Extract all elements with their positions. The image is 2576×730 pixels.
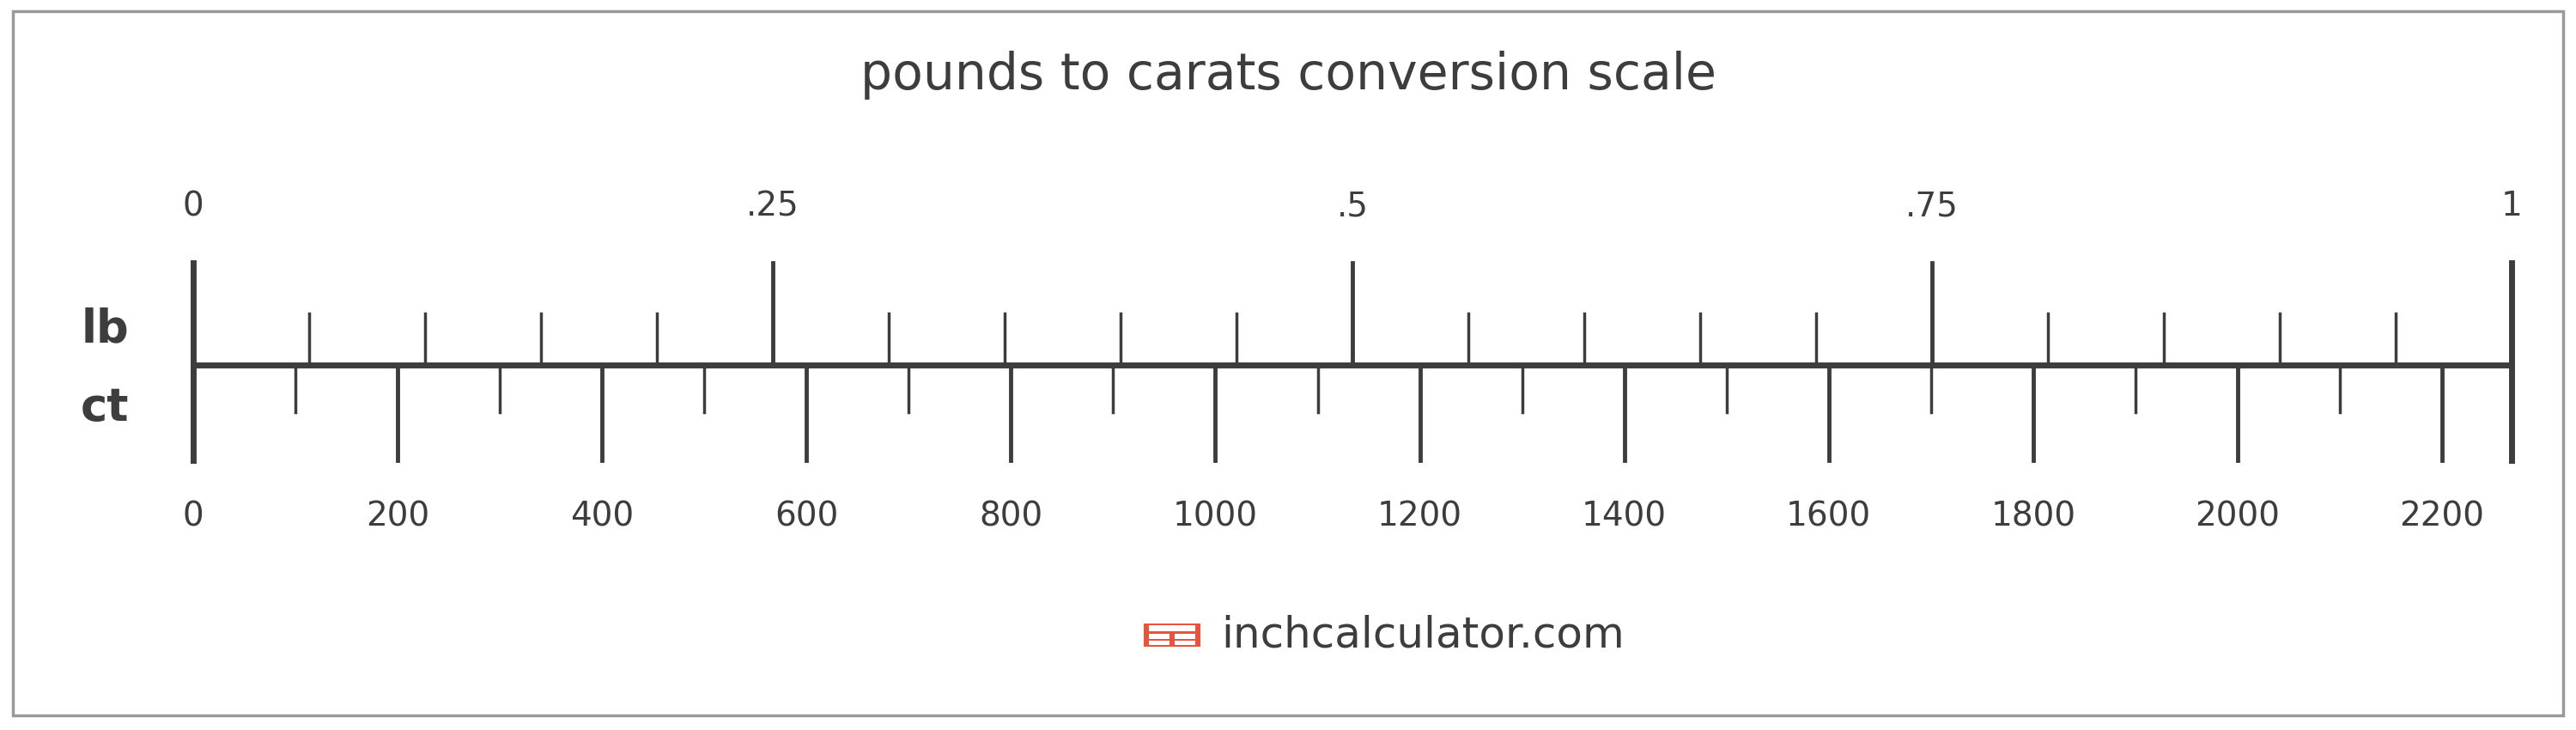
Text: 600: 600 [775, 500, 837, 533]
Text: 2200: 2200 [2401, 500, 2486, 533]
Text: inchcalculator.com: inchcalculator.com [1221, 615, 1625, 656]
Text: .5: .5 [1337, 190, 1368, 223]
Text: 400: 400 [569, 500, 634, 533]
Text: 1600: 1600 [1785, 500, 1870, 533]
Text: 800: 800 [979, 500, 1043, 533]
Text: lb: lb [80, 307, 129, 352]
Text: 1800: 1800 [1991, 500, 2076, 533]
Text: 1: 1 [2501, 190, 2522, 223]
Text: 2000: 2000 [2195, 500, 2280, 533]
Bar [1149, 625, 1195, 631]
Text: ct: ct [80, 385, 129, 430]
Text: 1000: 1000 [1172, 500, 1257, 533]
Text: 0: 0 [183, 500, 204, 533]
Text: .25: .25 [747, 190, 799, 223]
Text: .75: .75 [1906, 190, 1958, 223]
Text: 0: 0 [183, 190, 204, 223]
Text: 1400: 1400 [1582, 500, 1667, 533]
Bar [1175, 640, 1195, 645]
Bar [1149, 640, 1170, 645]
Bar [1144, 623, 1200, 647]
Text: 200: 200 [366, 500, 430, 533]
Text: pounds to carats conversion scale: pounds to carats conversion scale [860, 51, 1716, 100]
Bar [1149, 634, 1170, 639]
Text: 1200: 1200 [1378, 500, 1463, 533]
Bar [1175, 634, 1195, 639]
